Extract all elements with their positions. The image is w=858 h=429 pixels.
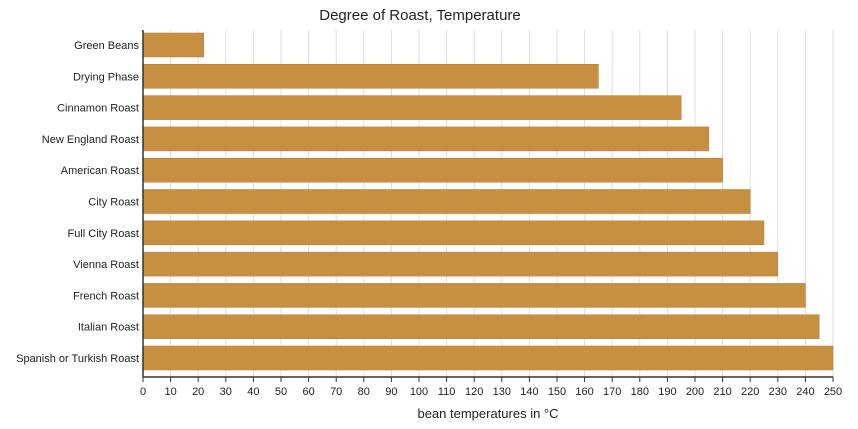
x-tick-label: 150 xyxy=(548,386,566,398)
bar xyxy=(142,126,710,152)
x-tick-label: 60 xyxy=(302,386,314,398)
category-label: Vienna Roast xyxy=(73,259,139,271)
x-tick-label: 210 xyxy=(713,386,731,398)
x-tick-label: 50 xyxy=(275,386,287,398)
bar xyxy=(142,283,806,308)
x-tick-label: 170 xyxy=(603,386,621,398)
category-label: American Roast xyxy=(61,165,139,177)
category-label: French Roast xyxy=(73,290,139,302)
x-tick-labels: 0 10 20 30 40 50 60 70 80 90 100 110 120 130 140 150 160… xyxy=(140,386,842,398)
x-tick-label: 160 xyxy=(575,386,593,398)
axes xyxy=(142,30,834,382)
bar xyxy=(142,32,204,58)
x-tick-label: 220 xyxy=(741,386,759,398)
category-label: City Roast xyxy=(88,197,139,209)
category-label: Full City Roast xyxy=(67,228,139,240)
x-tick-label: 200 xyxy=(686,386,704,398)
x-tick-label: 130 xyxy=(493,386,511,398)
bar xyxy=(142,220,765,246)
x-tick-label: 20 xyxy=(192,386,204,398)
x-tick-label: 0 xyxy=(140,386,146,398)
x-tick-label: 120 xyxy=(465,386,483,398)
x-tick-label: 250 xyxy=(824,386,842,398)
x-tick-label: 100 xyxy=(410,386,428,398)
x-tick-label: 90 xyxy=(385,386,397,398)
category-label: New England Roast xyxy=(42,134,139,146)
category-labels: Green Beans Drying Phase Cinnamon Roast New… xyxy=(16,40,139,365)
x-tick-label: 240 xyxy=(796,386,814,398)
bar xyxy=(142,157,723,183)
x-tick-label: 70 xyxy=(330,386,342,398)
category-label: Cinnamon Roast xyxy=(57,103,139,115)
bar xyxy=(142,314,820,339)
bar xyxy=(142,251,779,277)
x-tick-label: 30 xyxy=(220,386,232,398)
x-tick-label: 110 xyxy=(438,386,456,398)
x-tick-label: 80 xyxy=(358,386,370,398)
bar xyxy=(142,95,682,120)
x-axis-title: bean temperatures in °C xyxy=(417,406,558,421)
x-tick-label: 140 xyxy=(520,386,538,398)
x-tick-label: 180 xyxy=(631,386,649,398)
bar xyxy=(142,64,599,89)
category-label: Spanish or Turkish Roast xyxy=(16,353,139,365)
category-label: Green Beans xyxy=(74,40,139,52)
x-tick-label: 40 xyxy=(247,386,259,398)
x-tick-label: 190 xyxy=(658,386,676,398)
bars xyxy=(142,32,834,371)
category-label: Drying Phase xyxy=(73,71,139,83)
bar xyxy=(142,345,834,371)
category-label: Italian Roast xyxy=(78,322,139,334)
chart-title: Degree of Roast, Temperature xyxy=(319,7,521,24)
x-tick-label: 230 xyxy=(769,386,787,398)
bar xyxy=(142,189,751,214)
x-tick-label: 10 xyxy=(164,386,176,398)
